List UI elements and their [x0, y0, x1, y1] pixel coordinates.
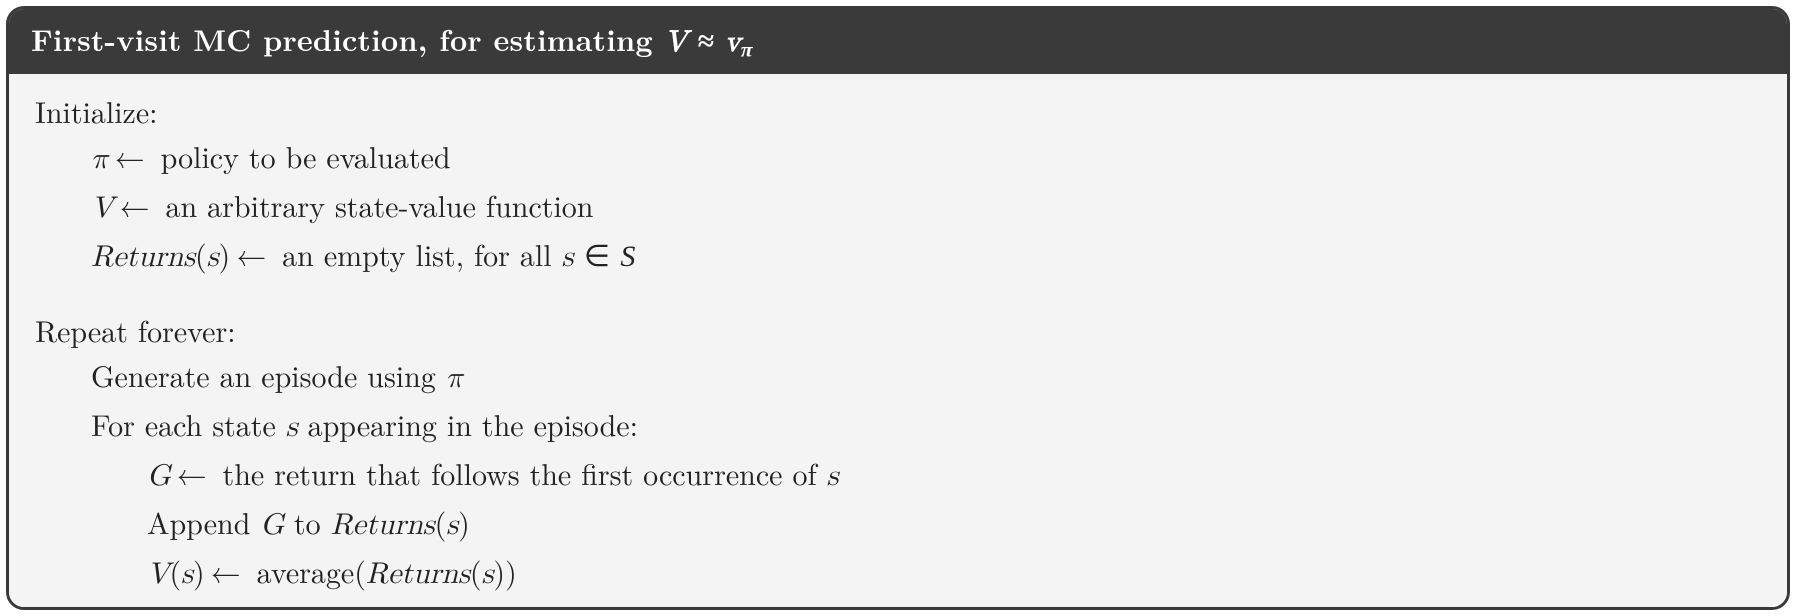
paren-open: (	[170, 549, 182, 592]
generate-text: Generate an episode using	[91, 353, 446, 396]
title-prefix: First-visit MC prediction, for estimatin…	[31, 17, 665, 60]
init-returns-text: an empty list, for all	[272, 232, 561, 275]
line-init-V: V← an arbitrary state-value function	[35, 182, 1761, 231]
paren-close: )	[219, 232, 231, 275]
s-var: s	[446, 510, 458, 540]
init-V-text: an arbitrary state-value function	[156, 183, 594, 226]
returns-var: Returns	[331, 510, 435, 540]
average-text: average(	[247, 549, 366, 592]
line-generate: Generate an episode using π	[35, 352, 1761, 401]
assign-arrow: ←	[171, 451, 213, 494]
pi-var: π	[446, 363, 464, 393]
paren-open: (	[435, 500, 447, 543]
line-foreach: For each state s appearing in the episod…	[35, 401, 1761, 450]
paren-close: )	[193, 549, 205, 592]
title-v: v	[725, 27, 741, 57]
paren-close: )	[458, 500, 470, 543]
algorithm-body: Initialize: π← policy to be evaluated V←…	[9, 74, 1787, 607]
append-text-b: to	[284, 500, 331, 543]
line-repeat: Repeat forever:	[35, 307, 1761, 352]
line-initialize: Initialize:	[35, 88, 1761, 133]
line-init-returns: Returns(s)← an empty list, for all s∈S	[35, 231, 1761, 280]
G-var: G	[147, 461, 171, 491]
G-var: G	[260, 510, 284, 540]
s-var: s	[562, 242, 574, 272]
s-var: s	[207, 242, 219, 272]
pi-var: π	[91, 144, 109, 174]
blank-line	[35, 280, 1761, 307]
title-V: V	[665, 27, 688, 57]
V-var: V	[147, 559, 170, 589]
algorithm-box: First-visit MC prediction, for estimatin…	[6, 6, 1790, 610]
paren-close: )	[493, 549, 505, 592]
s-var: s	[827, 461, 839, 491]
s-var: s	[482, 559, 494, 589]
element-of-symbol: ∈	[582, 232, 612, 275]
assign-arrow: ←	[114, 183, 156, 226]
approx-symbol: ≈	[696, 17, 717, 60]
paren-open: (	[195, 232, 207, 275]
assign-arrow: ←	[205, 549, 247, 592]
V-var: V	[91, 193, 114, 223]
foreach-text-b: appearing in the episode:	[298, 402, 638, 445]
init-pi-text: policy to be evaluated	[151, 134, 451, 177]
append-text-a: Append	[147, 500, 260, 543]
line-G: G← the return that follows the first occ…	[35, 450, 1761, 499]
assign-arrow: ←	[109, 134, 151, 177]
line-append: Append G to Returns(s)	[35, 499, 1761, 548]
paren-close-outer: )	[505, 549, 517, 592]
line-init-pi: π← policy to be evaluated	[35, 133, 1761, 182]
returns-var: Returns	[91, 242, 195, 272]
s-var: s	[286, 412, 298, 442]
returns-var: Returns	[366, 559, 470, 589]
foreach-text-a: For each state	[91, 402, 286, 445]
assign-arrow: ←	[230, 232, 272, 275]
G-text: the return that follows the first occurr…	[213, 451, 827, 494]
algorithm-title-bar: First-visit MC prediction, for estimatin…	[9, 9, 1787, 74]
title-pi-subscript: π	[741, 31, 753, 63]
line-Vs: V(s)← average(Returns(s))	[35, 548, 1761, 597]
calS-symbol: S	[620, 240, 635, 273]
s-var: s	[181, 559, 193, 589]
paren-open: (	[470, 549, 482, 592]
